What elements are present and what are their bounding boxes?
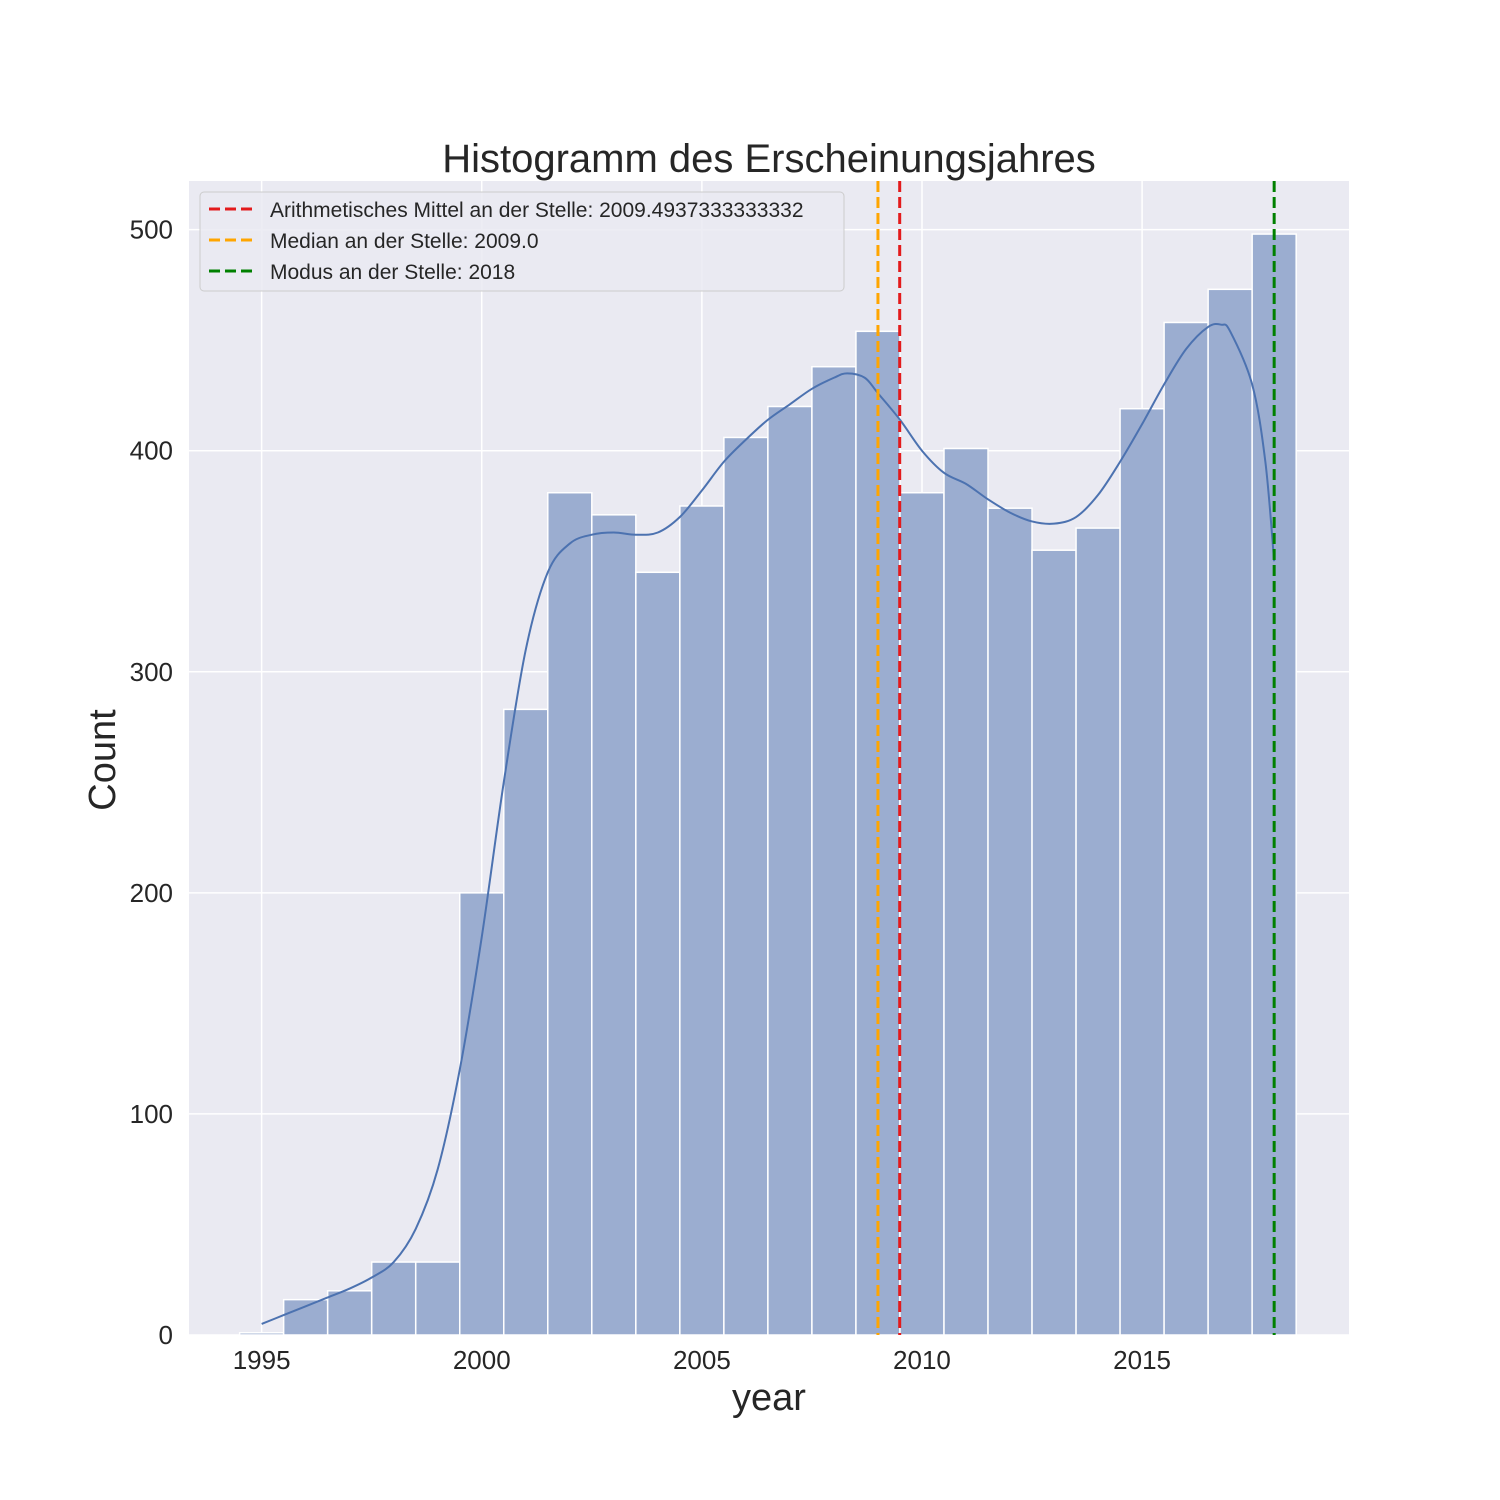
y-tick-labels: 0 100 200 300 400 500 (130, 215, 173, 1350)
histogram-bar (943, 447, 989, 1336)
legend-box (199, 191, 845, 292)
histogram-bar (1119, 407, 1165, 1336)
histogram-bar (1207, 288, 1253, 1336)
y-tick-label: 0 (159, 1320, 173, 1350)
histogram-bar (855, 330, 901, 1336)
histogram-bar (326, 1290, 373, 1336)
x-tick-label: 2000 (453, 1345, 511, 1375)
x-tick-label: 1995 (233, 1345, 291, 1375)
kde-curve (261, 323, 1276, 1325)
histogram-bar (458, 892, 505, 1336)
histogram-bar (679, 505, 725, 1336)
histogram-bar (547, 491, 593, 1336)
histogram-bars (238, 233, 1297, 1336)
histogram-bar (282, 1298, 329, 1336)
legend-entry: Arithmetisches Mittel an der Stelle: 200… (270, 199, 804, 222)
histogram-bar (635, 571, 681, 1336)
histogram-bar (503, 708, 549, 1336)
histogram-bar (591, 514, 637, 1336)
histogram-bar (1163, 321, 1209, 1336)
x-tick-label: 2010 (893, 1345, 951, 1375)
y-tick-label: 300 (130, 657, 173, 687)
chart-title: Histogramm des Erscheinungsjahres (442, 137, 1096, 181)
histogram-bar (899, 491, 945, 1336)
histogram-bar (414, 1261, 461, 1336)
histogram-bar (238, 1332, 285, 1336)
histogram-bar (811, 365, 857, 1336)
x-tick-labels: 1995 2000 2005 2010 2015 (233, 1345, 1171, 1375)
x-tick-label: 2005 (673, 1345, 731, 1375)
y-axis-label: Count (82, 709, 124, 811)
histogram-bar (987, 507, 1033, 1336)
x-tick-label: 2015 (1113, 1345, 1171, 1375)
y-tick-label: 500 (130, 215, 173, 245)
y-tick-label: 200 (130, 878, 173, 908)
y-tick-label: 400 (130, 436, 173, 466)
reference-lines (876, 181, 1276, 1335)
histogram-bar (1031, 549, 1077, 1336)
legend-entry: Median an der Stelle: 2009.0 (270, 230, 539, 253)
y-tick-label: 100 (130, 1099, 173, 1129)
histogram-bar (723, 436, 769, 1336)
histogram-bar (1075, 527, 1121, 1336)
histogram-bar (767, 405, 813, 1336)
legend-entry: Modus an der Stelle: 2018 (270, 261, 515, 284)
x-axis-label: year (732, 1377, 806, 1419)
legend: Arithmetisches Mittel an der Stelle: 200… (199, 191, 845, 292)
